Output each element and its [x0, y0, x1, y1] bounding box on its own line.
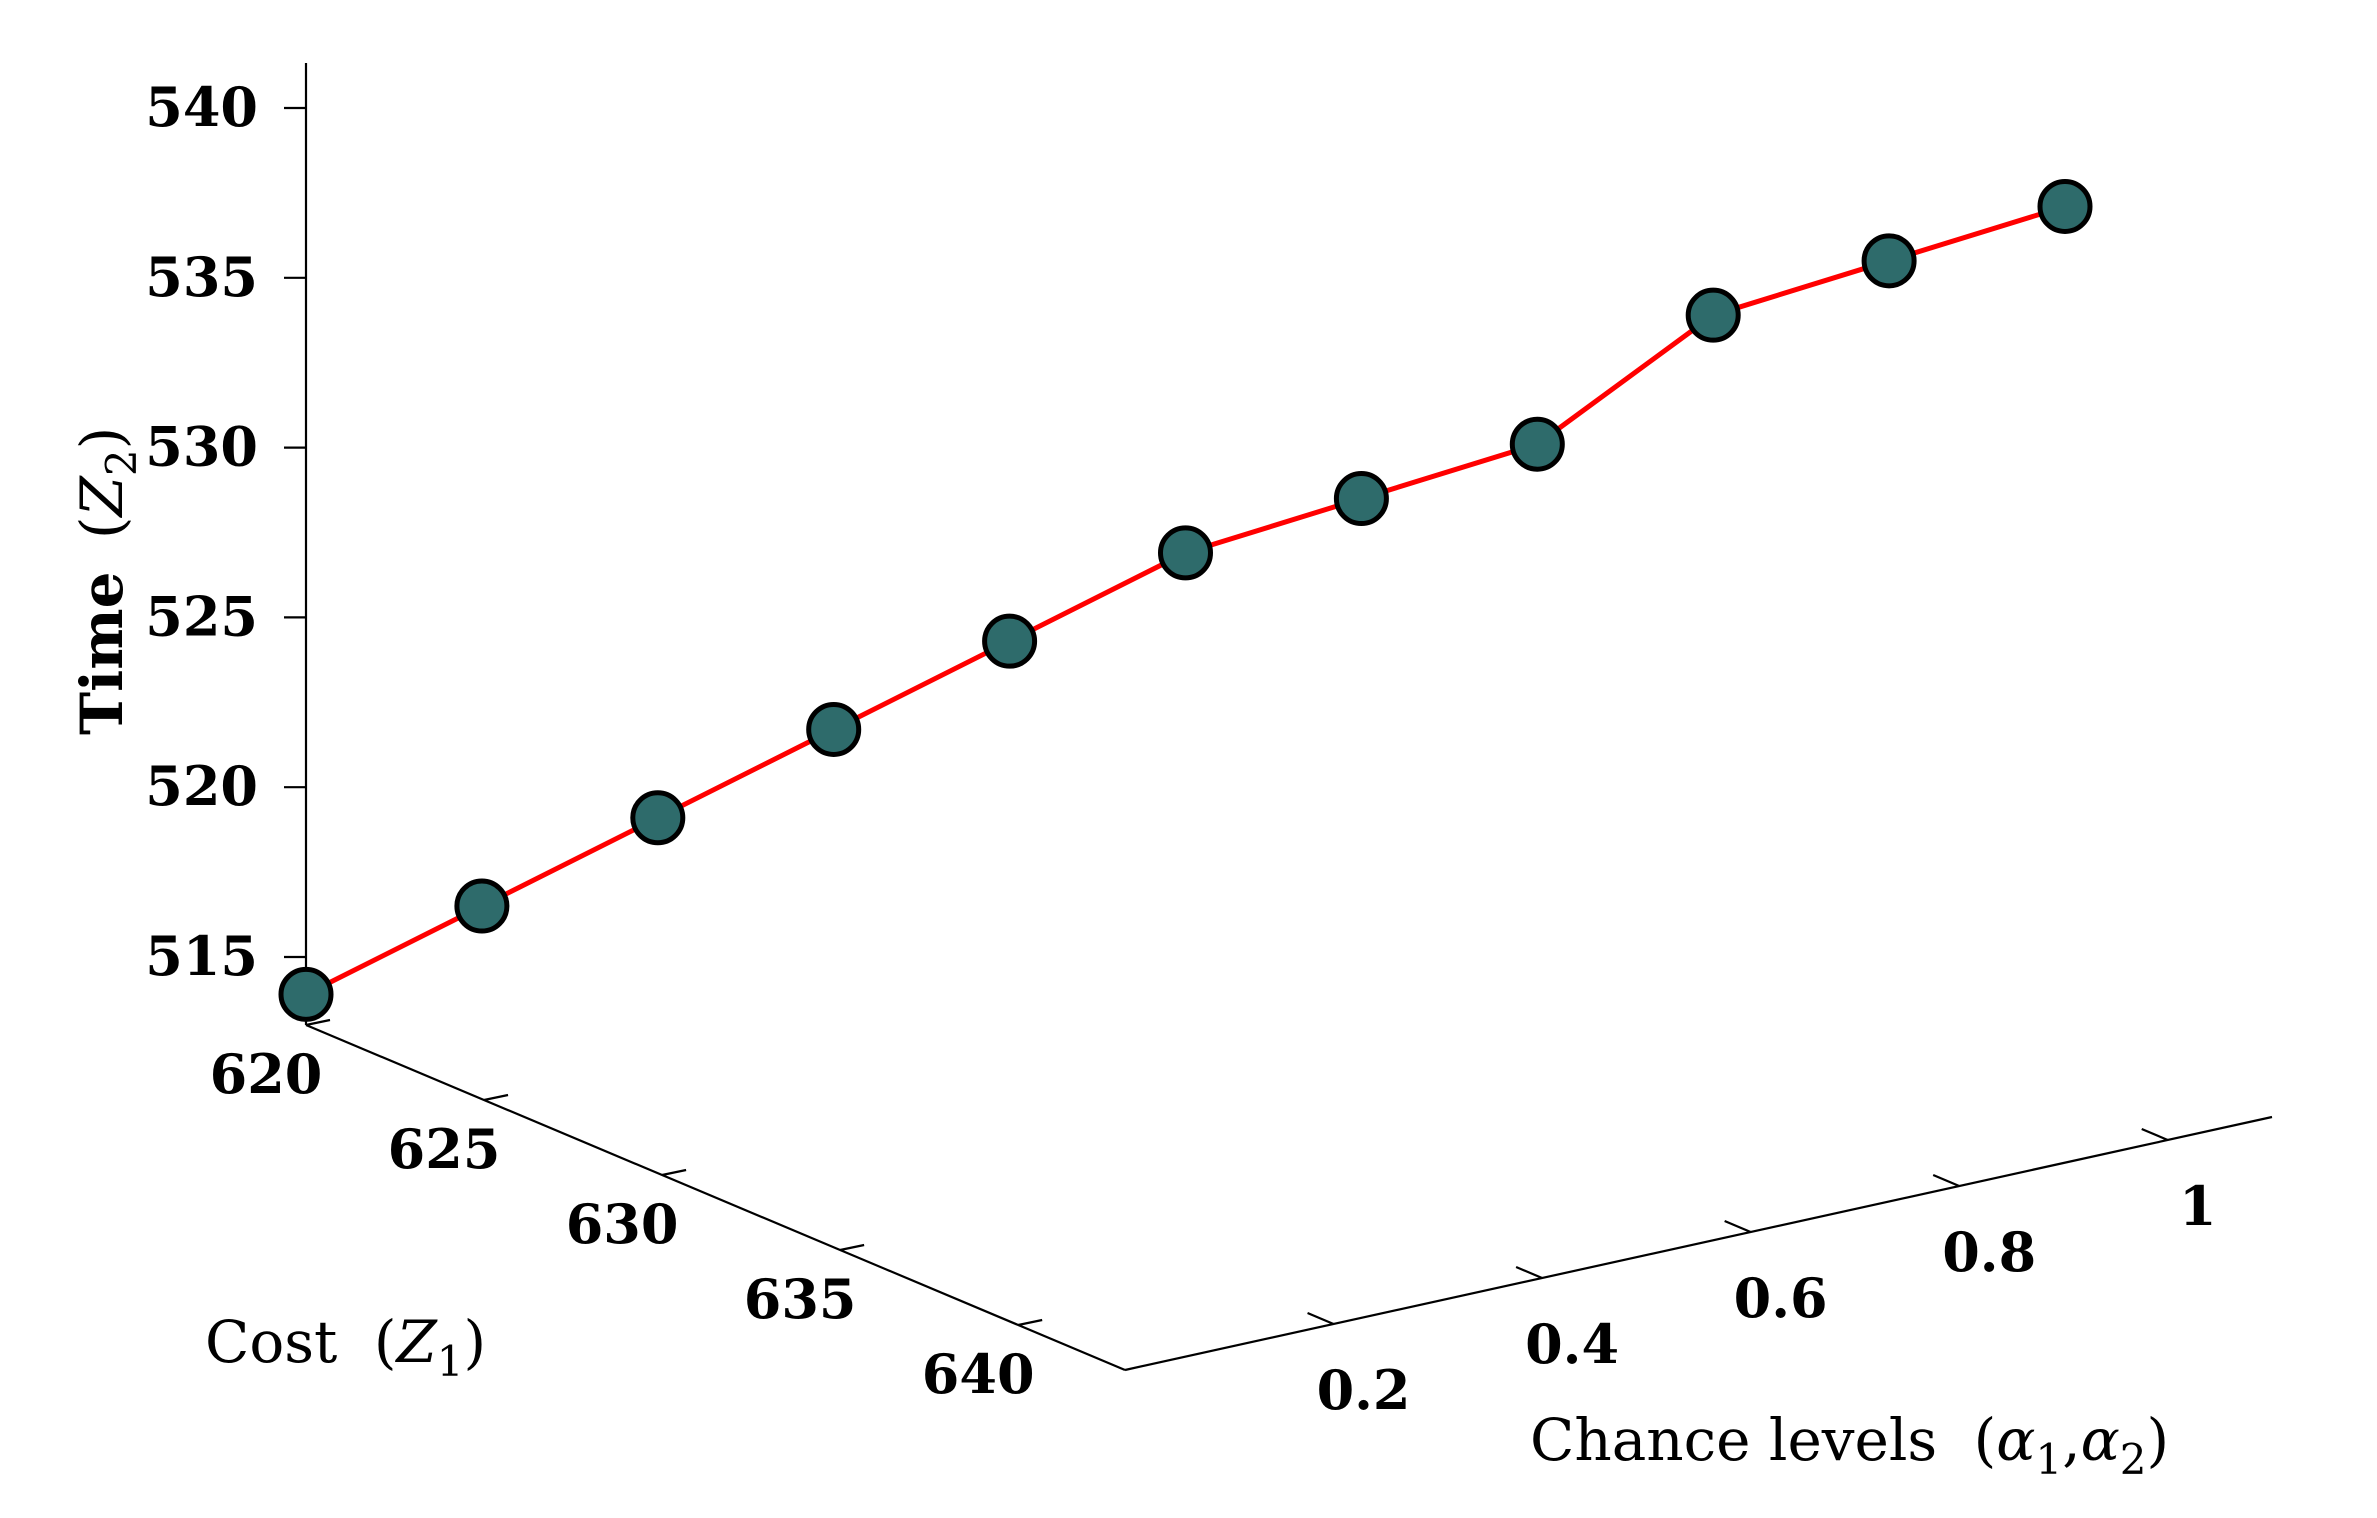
axes: [304, 63, 2273, 1372]
y-tick-label-2: 0.6: [1734, 1266, 1828, 1330]
y-axis-line: [1124, 1115, 2273, 1372]
x-tick-label-2: 630: [566, 1192, 679, 1256]
z-tick-label-2: 525: [145, 584, 258, 648]
tick-labels: 515 520 525 530 535 540 620 625 630 635 640 0.2 0.4 0…: [145, 75, 2216, 1422]
data-point-6: [1333, 471, 1389, 527]
data-point-8: [1685, 287, 1741, 343]
series-polyline: [304, 204, 2066, 997]
z-tick-label-3: 530: [145, 415, 258, 479]
z-tick-label-1: 520: [145, 754, 258, 818]
x-tick-label-4: 640: [922, 1342, 1035, 1406]
z-tick-label-4: 535: [145, 245, 258, 309]
y-tick-label-1: 0.4: [1525, 1312, 1619, 1376]
y-tick-label-3: 0.8: [1942, 1220, 2036, 1284]
data-point-7: [1509, 416, 1565, 472]
data-point-3: [806, 701, 862, 757]
series-line: [304, 204, 2066, 997]
data-point-0: [278, 966, 334, 1022]
z-axis-title: Time (Z2): [68, 427, 146, 735]
x-tick-3: [839, 1243, 865, 1252]
x-tick-label-0: 620: [210, 1042, 323, 1106]
data-point-5: [1158, 525, 1213, 581]
x-axis-title: Cost (Z1): [205, 1308, 486, 1386]
x-tick-1: [483, 1093, 509, 1102]
y-tick-2: [1724, 1219, 1752, 1234]
data-point-4: [982, 613, 1038, 669]
x-tick-label-3: 635: [744, 1267, 857, 1331]
y-tick-0: [1307, 1311, 1334, 1326]
data-point-1: [454, 878, 510, 934]
x-tick-2: [661, 1168, 687, 1177]
x-tick-label-1: 625: [388, 1117, 501, 1181]
y-tick-label-4: 1: [2179, 1174, 2217, 1238]
ticks: [284, 106, 2169, 1327]
x-axis-line: [305, 1023, 1126, 1372]
y-tick-1: [1515, 1265, 1543, 1280]
x-tick-4: [1017, 1318, 1043, 1327]
z-tick-label-5: 540: [145, 75, 258, 139]
z-tick-label-0: 515: [145, 924, 258, 988]
data-point-10: [2037, 178, 2093, 234]
data-point-9: [1861, 233, 1917, 289]
x-tick-0: [305, 1018, 331, 1027]
y-tick-label-0: 0.2: [1317, 1358, 1411, 1422]
markers: [278, 178, 2093, 1022]
y-tick-3: [1932, 1173, 1960, 1188]
y-axis-title: Chance levels (α1,α2): [1530, 1406, 2169, 1484]
data-point-2: [630, 790, 686, 846]
y-tick-4: [2141, 1127, 2169, 1142]
